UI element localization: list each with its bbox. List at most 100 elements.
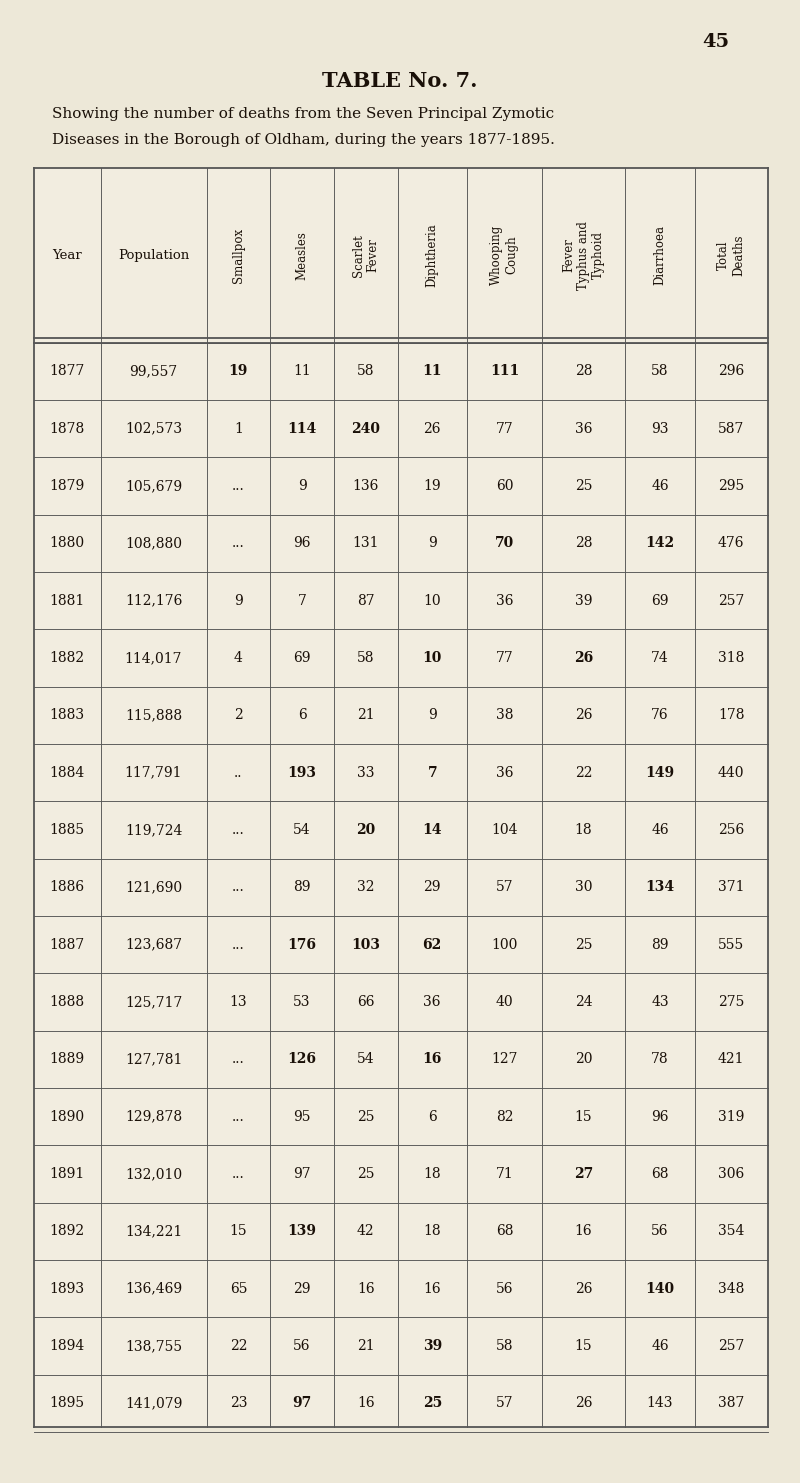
Text: 1890: 1890 (50, 1109, 85, 1124)
Text: 20: 20 (575, 1053, 592, 1066)
Text: 319: 319 (718, 1109, 745, 1124)
Text: 138,755: 138,755 (125, 1339, 182, 1352)
Text: 18: 18 (423, 1167, 441, 1180)
Text: 1882: 1882 (50, 651, 85, 664)
Text: 1877: 1877 (50, 365, 85, 378)
Text: 54: 54 (357, 1053, 374, 1066)
Text: 134: 134 (646, 881, 674, 894)
Text: 112,176: 112,176 (125, 593, 182, 608)
Text: 178: 178 (718, 709, 745, 722)
Text: 89: 89 (294, 881, 311, 894)
Text: Diseases in the Borough of Oldham, during the years 1877-1895.: Diseases in the Borough of Oldham, durin… (52, 133, 555, 147)
Text: 1886: 1886 (50, 881, 85, 894)
Text: 26: 26 (575, 709, 592, 722)
Text: 240: 240 (351, 421, 380, 436)
Text: 587: 587 (718, 421, 745, 436)
Text: 10: 10 (422, 651, 442, 664)
Text: 10: 10 (423, 593, 441, 608)
Text: 87: 87 (357, 593, 374, 608)
Text: 119,724: 119,724 (125, 823, 182, 836)
Text: 43: 43 (651, 995, 669, 1008)
Text: 139: 139 (287, 1223, 317, 1238)
Text: 295: 295 (718, 479, 745, 492)
Text: 9: 9 (298, 479, 306, 492)
Text: 46: 46 (651, 1339, 669, 1352)
Text: 127: 127 (491, 1053, 518, 1066)
Text: 38: 38 (496, 709, 513, 722)
Text: 60: 60 (496, 479, 513, 492)
Text: 77: 77 (495, 651, 514, 664)
Text: 142: 142 (646, 537, 674, 550)
Text: 1880: 1880 (50, 537, 85, 550)
Text: 36: 36 (496, 765, 513, 780)
Text: 58: 58 (651, 365, 669, 378)
Text: 117,791: 117,791 (125, 765, 182, 780)
Text: ...: ... (232, 537, 245, 550)
Text: Measles: Measles (295, 231, 309, 280)
Text: 66: 66 (357, 995, 374, 1008)
Text: 4: 4 (234, 651, 243, 664)
Text: ...: ... (232, 881, 245, 894)
Text: 32: 32 (357, 881, 374, 894)
Text: 1: 1 (234, 421, 243, 436)
Text: 103: 103 (351, 937, 380, 952)
Text: 56: 56 (651, 1223, 669, 1238)
Text: 25: 25 (357, 1167, 374, 1180)
Text: 555: 555 (718, 937, 745, 952)
Text: 25: 25 (422, 1396, 442, 1410)
Text: 26: 26 (423, 421, 441, 436)
Text: 15: 15 (230, 1223, 247, 1238)
Text: 22: 22 (575, 765, 592, 780)
Text: 25: 25 (575, 937, 592, 952)
Text: 19: 19 (229, 365, 248, 378)
Text: Whooping
Cough: Whooping Cough (490, 225, 518, 285)
Text: 58: 58 (357, 651, 374, 664)
Text: Showing the number of deaths from the Seven Principal Zymotic: Showing the number of deaths from the Se… (52, 107, 554, 120)
Text: 68: 68 (496, 1223, 513, 1238)
Text: 115,888: 115,888 (125, 709, 182, 722)
Text: 134,221: 134,221 (125, 1223, 182, 1238)
Text: 27: 27 (574, 1167, 594, 1180)
Text: 89: 89 (651, 937, 669, 952)
Text: 21: 21 (357, 709, 374, 722)
Text: 105,679: 105,679 (125, 479, 182, 492)
Text: 97: 97 (293, 1396, 312, 1410)
Text: 96: 96 (294, 537, 311, 550)
Text: 69: 69 (294, 651, 311, 664)
Text: 18: 18 (423, 1223, 441, 1238)
Text: 421: 421 (718, 1053, 745, 1066)
Text: 100: 100 (491, 937, 518, 952)
Text: 1892: 1892 (50, 1223, 85, 1238)
Text: 69: 69 (651, 593, 669, 608)
Text: 58: 58 (357, 365, 374, 378)
Text: Fever
Typhus and
Typhoid: Fever Typhus and Typhoid (562, 221, 605, 289)
Text: Year: Year (52, 249, 82, 261)
Text: 125,717: 125,717 (125, 995, 182, 1008)
Text: 149: 149 (646, 765, 674, 780)
Text: 387: 387 (718, 1396, 745, 1410)
Text: 16: 16 (422, 1053, 442, 1066)
Text: 1879: 1879 (50, 479, 85, 492)
Text: 1887: 1887 (50, 937, 85, 952)
Text: 9: 9 (428, 709, 437, 722)
Text: 77: 77 (495, 421, 514, 436)
Text: ...: ... (232, 937, 245, 952)
Text: 1885: 1885 (50, 823, 85, 836)
Text: 93: 93 (651, 421, 669, 436)
Text: 42: 42 (357, 1223, 374, 1238)
Text: 1884: 1884 (50, 765, 85, 780)
Text: 11: 11 (293, 365, 311, 378)
Text: 16: 16 (423, 1281, 441, 1296)
Text: 6: 6 (428, 1109, 437, 1124)
Text: 136,469: 136,469 (125, 1281, 182, 1296)
Text: 65: 65 (230, 1281, 247, 1296)
Text: Population: Population (118, 249, 189, 261)
Text: 354: 354 (718, 1223, 745, 1238)
Text: 58: 58 (496, 1339, 513, 1352)
Text: 40: 40 (496, 995, 514, 1008)
Text: ...: ... (232, 479, 245, 492)
Text: 16: 16 (574, 1223, 592, 1238)
Text: 296: 296 (718, 365, 745, 378)
Text: 26: 26 (574, 651, 594, 664)
Text: 1883: 1883 (50, 709, 85, 722)
